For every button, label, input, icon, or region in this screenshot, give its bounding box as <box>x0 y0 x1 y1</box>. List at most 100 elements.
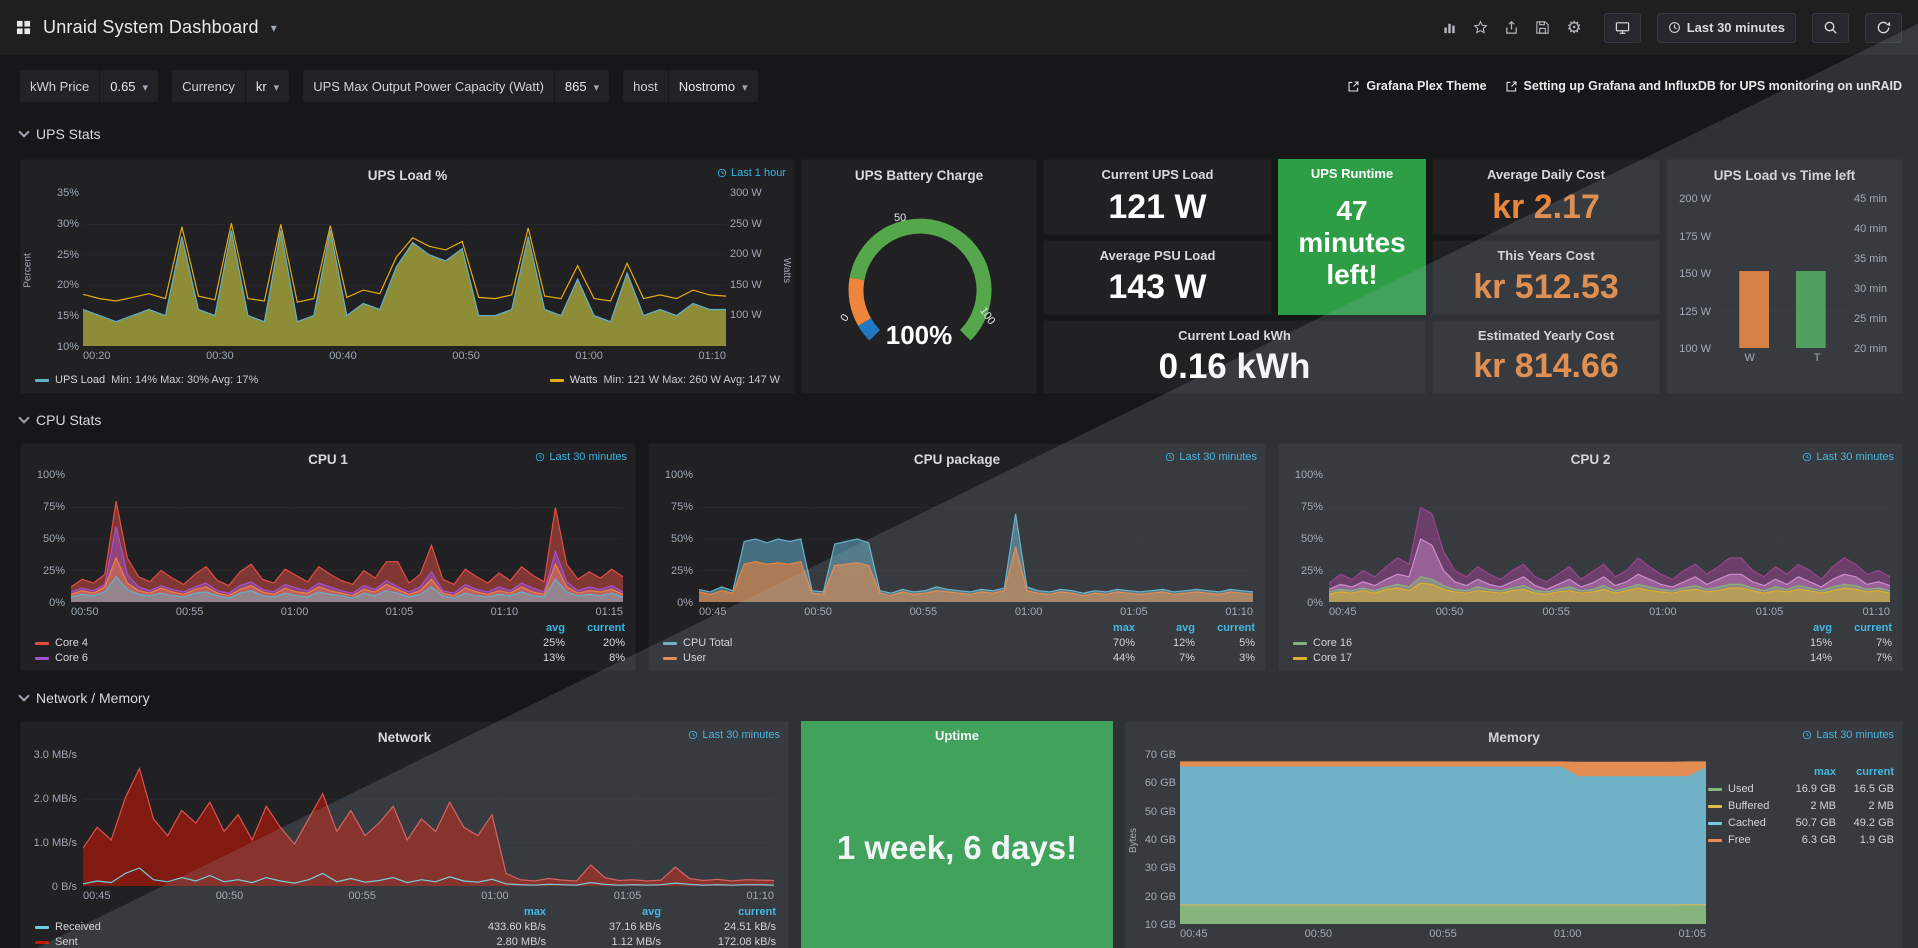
chevron-down-icon <box>274 79 280 94</box>
y-axis-ticks: 100% 75% 50% 25% 0% <box>664 469 693 609</box>
legend-item[interactable]: Sent <box>35 936 431 948</box>
y-axis-ticks: 100% 75% 50% 25% 0% <box>36 469 65 609</box>
stat-title[interactable]: Current Load kWh <box>1178 328 1291 343</box>
save-icon[interactable] <box>1535 20 1550 35</box>
clock-icon <box>1803 730 1812 740</box>
x-axis-ticks: 00:45 00:50 00:55 01:00 01:05 01:10 <box>699 606 1253 618</box>
stat-title[interactable]: Uptime <box>934 728 980 743</box>
section-cpu-stats[interactable]: CPU Stats <box>18 412 101 428</box>
legend-item[interactable]: CPU Total <box>663 637 1075 649</box>
legend-item[interactable]: Core 17 <box>1293 652 1772 664</box>
clock-icon <box>689 730 698 740</box>
cpu2-chart[interactable] <box>1329 476 1890 602</box>
chevron-down-icon <box>594 79 600 94</box>
top-navbar: Unraid System Dashboard ▾ ⚙ Last 30 minu… <box>0 0 1918 55</box>
gear-icon[interactable]: ⚙ <box>1566 18 1582 37</box>
ups-vs-time-bar-chart[interactable] <box>1715 200 1850 348</box>
dashboard-link-grafana-plex-theme[interactable]: Grafana Plex Theme <box>1347 79 1487 93</box>
legend-item[interactable]: Cached <box>1708 817 1778 829</box>
tv-mode-button[interactable] <box>1603 12 1641 43</box>
panel-chart-icon[interactable] <box>1442 20 1457 35</box>
dashboard-link-setup-guide[interactable]: Setting up Grafana and InfluxDB for UPS … <box>1505 79 1902 93</box>
panel-current-ups-load: Current UPS Load 121 W <box>1043 159 1272 235</box>
legend-item[interactable]: Core 6 <box>35 652 505 664</box>
legend-item[interactable]: Watts Min: 121 W Max: 260 W Avg: 147 W <box>549 374 780 386</box>
section-ups-stats[interactable]: UPS Stats <box>18 126 101 142</box>
panel-this-years-cost: This Years Cost kr 512.53 <box>1432 240 1660 315</box>
time-override-label: Last 30 minutes <box>1802 451 1894 463</box>
variable-host: host Nostromo <box>623 70 758 102</box>
battery-charge-value: 100% <box>885 320 953 350</box>
stat-title[interactable]: Estimated Yearly Cost <box>1477 328 1615 343</box>
legend-item[interactable]: UPS Load Min: 14% Max: 30% Avg: 17% <box>35 374 258 386</box>
memory-chart[interactable] <box>1180 756 1706 924</box>
legend-item[interactable]: Core 4 <box>35 637 505 649</box>
network-chart[interactable] <box>83 756 774 886</box>
chevron-down-icon <box>742 79 748 94</box>
legend-item[interactable]: Free <box>1708 834 1778 846</box>
stat-title[interactable]: UPS Runtime <box>1310 166 1394 181</box>
time-override-label: Last 30 minutes <box>535 451 627 463</box>
panel-uptime: Uptime 1 week, 6 days! <box>801 721 1113 948</box>
legend-item[interactable]: Core 16 <box>1293 637 1772 649</box>
variable-value-dropdown[interactable]: Nostromo <box>668 70 758 102</box>
panel-title[interactable]: Memory <box>1488 729 1540 745</box>
series-color-marker <box>1708 838 1722 842</box>
cpu-package-chart[interactable] <box>699 476 1253 602</box>
legend-item[interactable]: Used <box>1708 783 1778 795</box>
cpu1-chart[interactable] <box>71 476 623 602</box>
legend-item[interactable]: User <box>663 652 1075 664</box>
panel-title[interactable]: UPS Battery Charge <box>854 167 984 183</box>
apps-grid-icon[interactable] <box>16 20 31 35</box>
variable-value-dropdown[interactable]: 865 <box>554 70 610 102</box>
clock-icon <box>717 168 727 178</box>
external-link-icon <box>1506 81 1517 91</box>
ups-load-chart[interactable] <box>83 194 726 346</box>
dashboard-title[interactable]: Unraid System Dashboard <box>43 17 259 37</box>
panel-title[interactable]: CPU 1 <box>308 451 348 467</box>
legend-item[interactable]: Buffered <box>1708 800 1778 812</box>
variable-label: host <box>623 70 669 102</box>
stat-value: 1 week, 6 days! <box>836 829 1078 866</box>
variable-ups-max-output: UPS Max Output Power Capacity (Watt) 865 <box>303 70 610 102</box>
refresh-button[interactable] <box>1865 12 1902 43</box>
series-color-marker <box>35 940 49 944</box>
stat-title[interactable]: This Years Cost <box>1497 248 1595 263</box>
star-icon[interactable] <box>1473 20 1488 35</box>
panel-title[interactable]: Network <box>377 729 432 745</box>
variable-value-dropdown[interactable]: 0.65 <box>100 70 159 102</box>
time-range-picker[interactable]: Last 30 minutes <box>1656 12 1796 43</box>
panel-title[interactable]: UPS Load % <box>367 167 448 183</box>
title-chevron-down-icon[interactable]: ▾ <box>270 20 277 35</box>
share-icon[interactable] <box>1504 20 1519 35</box>
series-color-marker <box>35 656 49 660</box>
panel-cpu1: CPU 1 Last 30 minutes 100% 75% 50% 25% 0% 00… <box>20 443 636 671</box>
stat-title[interactable]: Current UPS Load <box>1101 167 1214 182</box>
panel-cpu-package: CPU package Last 30 minutes 100% 75% 50% 25… <box>648 443 1266 671</box>
stat-title[interactable]: Average PSU Load <box>1099 248 1216 263</box>
time-override-label: Last 1 hour <box>717 167 786 179</box>
panel-title[interactable]: UPS Load vs Time left <box>1713 167 1856 183</box>
panel-title[interactable]: CPU package <box>913 451 1001 467</box>
chevron-down-icon <box>143 79 149 94</box>
section-network-memory[interactable]: Network / Memory <box>18 690 150 706</box>
variable-label: kWh Price <box>20 70 101 102</box>
stat-value: kr 512.53 <box>1473 268 1619 306</box>
time-range-label: Last 30 minutes <box>1686 20 1785 35</box>
panel-title[interactable]: CPU 2 <box>1570 451 1611 467</box>
legend-item[interactable]: Received <box>35 921 431 933</box>
variable-value-dropdown[interactable]: kr <box>245 70 290 102</box>
series-color-marker <box>1293 641 1307 645</box>
dashboard-submenu: kWh Price 0.65 Currency kr UPS Max Outpu… <box>20 66 1902 106</box>
chart-legend: UPS Load Min: 14% Max: 30% Avg: 17% Watts… <box>35 374 780 386</box>
search-icon <box>1824 21 1838 35</box>
search-button[interactable] <box>1812 12 1849 43</box>
panel-ups-load: UPS Load % Last 1 hour Percent Watts 35%… <box>20 159 795 394</box>
time-override-label: Last 30 minutes <box>688 729 780 741</box>
panel-network: Network Last 30 minutes 3.0 MB/s 2.0 MB/s… <box>20 721 789 948</box>
stat-value: 121 W <box>1108 188 1207 226</box>
stat-title[interactable]: Average Daily Cost <box>1486 167 1605 182</box>
y-axis-ticks-right: 45 min 40 min 35 min 30 min 25 min 20 min <box>1854 193 1888 355</box>
stat-value: 47 minutes left! <box>1298 195 1406 291</box>
